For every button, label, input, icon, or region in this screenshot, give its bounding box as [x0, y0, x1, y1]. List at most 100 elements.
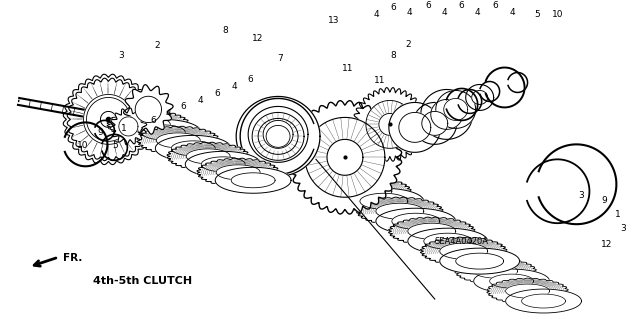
Polygon shape — [156, 135, 231, 161]
Text: 9: 9 — [97, 128, 103, 137]
Text: 10: 10 — [552, 10, 563, 19]
Polygon shape — [506, 289, 582, 313]
Polygon shape — [376, 208, 456, 234]
Text: SEA4A0420A: SEA4A0420A — [435, 237, 489, 246]
Polygon shape — [305, 117, 385, 197]
Polygon shape — [360, 193, 408, 209]
Polygon shape — [71, 82, 146, 157]
Text: 10: 10 — [77, 141, 88, 150]
Polygon shape — [487, 278, 568, 304]
Polygon shape — [440, 248, 520, 274]
Text: 8: 8 — [222, 26, 228, 35]
Polygon shape — [392, 213, 440, 229]
Polygon shape — [440, 243, 488, 259]
Text: 4: 4 — [166, 109, 171, 118]
Polygon shape — [408, 223, 456, 239]
Text: 4: 4 — [442, 8, 447, 17]
Polygon shape — [379, 114, 401, 135]
Polygon shape — [137, 126, 220, 154]
Text: 13: 13 — [328, 16, 340, 25]
Text: 4: 4 — [407, 8, 413, 17]
Text: 6: 6 — [390, 3, 396, 12]
Text: 6: 6 — [180, 102, 186, 111]
Polygon shape — [474, 269, 550, 293]
Text: 5: 5 — [534, 10, 540, 19]
Polygon shape — [186, 149, 230, 164]
Text: 9: 9 — [602, 196, 607, 205]
Polygon shape — [422, 111, 448, 135]
Text: 4: 4 — [510, 8, 515, 17]
Polygon shape — [328, 173, 376, 189]
Polygon shape — [125, 119, 201, 145]
Text: 4th-5th CLUTCH: 4th-5th CLUTCH — [93, 276, 193, 286]
Polygon shape — [90, 100, 127, 138]
Polygon shape — [366, 100, 414, 148]
Text: 5: 5 — [113, 141, 118, 150]
Polygon shape — [135, 96, 161, 122]
Polygon shape — [420, 89, 473, 139]
Ellipse shape — [266, 125, 290, 147]
Text: 6: 6 — [214, 89, 220, 98]
Polygon shape — [376, 203, 424, 219]
Polygon shape — [126, 117, 170, 132]
Polygon shape — [436, 91, 476, 128]
Polygon shape — [172, 141, 215, 156]
Polygon shape — [124, 85, 173, 134]
Polygon shape — [353, 88, 427, 161]
Polygon shape — [344, 188, 424, 214]
Text: 6: 6 — [425, 1, 431, 10]
Text: 4: 4 — [197, 96, 203, 105]
Polygon shape — [288, 101, 402, 214]
Polygon shape — [248, 107, 308, 162]
Polygon shape — [466, 85, 493, 110]
Polygon shape — [399, 112, 431, 142]
Text: 6: 6 — [493, 1, 499, 10]
Text: 3: 3 — [579, 191, 584, 200]
Polygon shape — [83, 94, 133, 145]
Polygon shape — [67, 78, 150, 161]
Polygon shape — [420, 237, 507, 265]
Text: 4: 4 — [232, 82, 237, 91]
Polygon shape — [408, 228, 488, 254]
Text: 6: 6 — [459, 1, 465, 10]
Polygon shape — [141, 125, 185, 140]
Polygon shape — [431, 100, 463, 130]
Polygon shape — [263, 120, 293, 148]
Text: 3: 3 — [118, 51, 124, 60]
Text: 11: 11 — [342, 64, 354, 73]
Polygon shape — [327, 139, 363, 175]
Polygon shape — [324, 177, 411, 205]
Polygon shape — [344, 183, 392, 199]
Text: 12: 12 — [252, 34, 264, 43]
Text: 3: 3 — [621, 224, 627, 233]
Polygon shape — [110, 108, 147, 145]
Text: FR.: FR. — [63, 253, 82, 263]
Text: 6: 6 — [150, 116, 156, 125]
Text: 1: 1 — [120, 124, 126, 133]
Polygon shape — [167, 142, 250, 170]
Polygon shape — [388, 217, 475, 245]
Polygon shape — [197, 158, 280, 186]
Polygon shape — [201, 157, 245, 172]
Polygon shape — [215, 167, 291, 193]
Polygon shape — [389, 102, 441, 152]
Polygon shape — [455, 258, 536, 284]
Text: 2: 2 — [405, 40, 411, 49]
Polygon shape — [472, 91, 488, 104]
Polygon shape — [424, 233, 472, 249]
Polygon shape — [356, 197, 443, 225]
Polygon shape — [216, 165, 260, 180]
Text: 7: 7 — [277, 54, 283, 63]
Polygon shape — [474, 264, 518, 278]
Polygon shape — [86, 97, 131, 141]
Ellipse shape — [403, 116, 427, 138]
Text: 4: 4 — [138, 129, 143, 138]
Polygon shape — [156, 133, 200, 148]
Ellipse shape — [258, 118, 298, 154]
Polygon shape — [312, 168, 392, 194]
Text: 2: 2 — [154, 41, 160, 50]
Polygon shape — [456, 253, 504, 269]
Polygon shape — [252, 112, 304, 160]
Polygon shape — [236, 96, 320, 176]
Polygon shape — [522, 294, 566, 308]
